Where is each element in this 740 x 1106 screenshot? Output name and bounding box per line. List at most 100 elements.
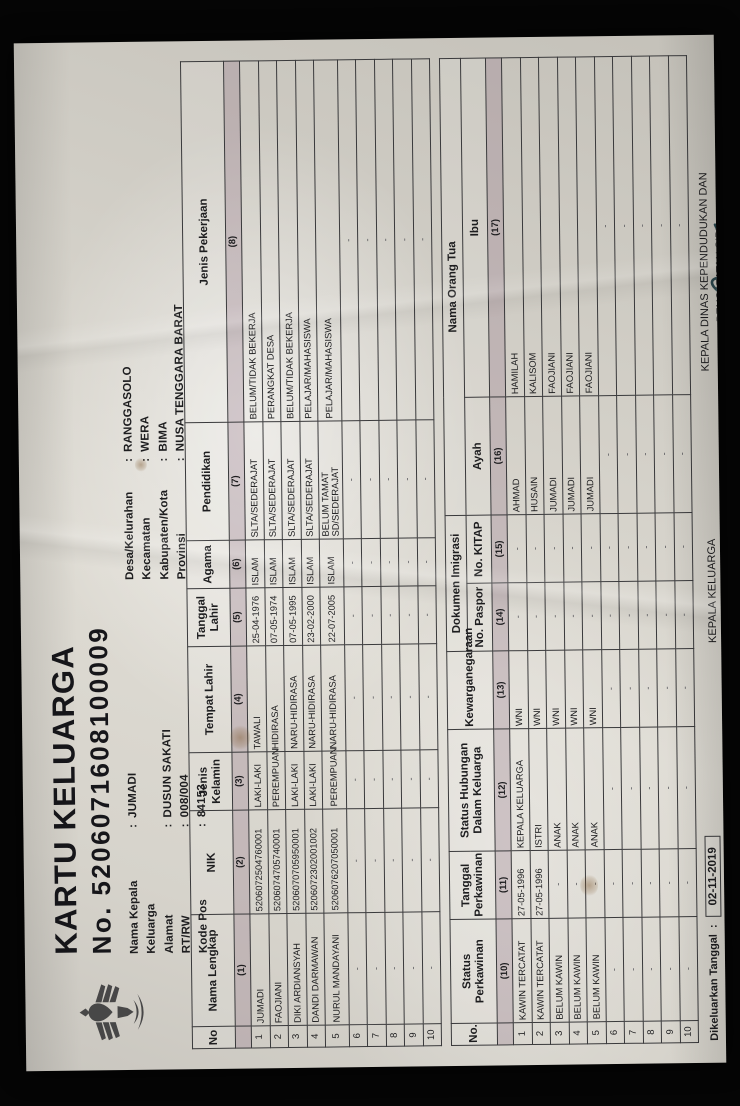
no: 5	[325, 1024, 350, 1048]
marital-status-value: KAWIN TERCATAT	[530, 918, 551, 1023]
passport-value: -	[637, 581, 658, 650]
birthplace-value: NARU-HIDIRASA	[283, 645, 304, 752]
birthdate-value: 25-04-1976	[245, 587, 266, 647]
marriage-date-value: -	[585, 849, 605, 918]
field-nama-kepala-keluarga: Nama Kepala Keluarga : JUMADI	[124, 729, 161, 954]
colnum-0	[235, 1025, 252, 1049]
citizenship-value: WNI	[509, 650, 529, 729]
gender-value: -	[364, 750, 384, 809]
gender-value: LAKI-LAKI	[247, 751, 268, 811]
personal-data-table: No Nama Lengkap NIK Jenis Kelamin Tempat…	[180, 58, 442, 1049]
no: 6	[349, 1024, 368, 1047]
family-relation-value: ANAK	[546, 728, 567, 851]
gender-value: -	[382, 750, 402, 809]
marriage-date-value: 27-05-1996	[529, 850, 550, 919]
family-head-role: KEPALA KELUARGA	[706, 538, 720, 644]
father-name-value: -	[635, 395, 656, 514]
family-relation-value: -	[639, 726, 660, 850]
education-value: SLTA/SEDERAJAT	[299, 421, 320, 540]
education-value: BELUM TAMAT SD/SEDERAJAT	[317, 420, 344, 540]
marital-status-value: -	[678, 916, 699, 1021]
family-relation-value: ANAK	[565, 727, 586, 851]
colnum-0	[497, 1022, 514, 1045]
religion-value: -	[398, 537, 418, 587]
religion-value: -	[417, 537, 437, 586]
marriage-date-value: -	[566, 849, 587, 919]
father-name-value: -	[598, 395, 619, 514]
col-header-agama: Agama	[186, 540, 230, 589]
education-value: -	[378, 420, 399, 539]
colnum-4: (4)	[230, 646, 248, 753]
document-photo: KARTU KELUARGA No. 5206071608100009 Nama…	[13, 34, 727, 1072]
birthdate-value: 07-05-1995	[282, 587, 303, 646]
education-value: SLTA/SEDERAJAT	[262, 421, 283, 540]
field-separator: :	[122, 458, 135, 463]
family-relation-value: -	[620, 727, 641, 850]
marital-status-value: BELUM KAWIN	[567, 917, 588, 1023]
field-separator: :	[127, 823, 140, 828]
person-name: DANDI DARMAWAN	[305, 913, 326, 1026]
marital-status-value: KAWIN TERCATAT	[512, 918, 533, 1023]
field-label: Provinsi	[175, 533, 189, 580]
colnum-3: (3)	[231, 752, 249, 811]
marital-status-value: -	[641, 916, 662, 1022]
nik-value: 5206072504760001	[248, 809, 269, 914]
no: 6	[606, 1021, 625, 1044]
paper-sheet: KARTU KELUARGA No. 5206071608100009 Nama…	[13, 34, 727, 1072]
education-value: -	[397, 419, 418, 539]
no: 8	[643, 1020, 662, 1044]
no: 9	[404, 1023, 424, 1047]
nik-value: -	[364, 808, 385, 913]
page-title: KARTU KELUARGA	[45, 644, 84, 955]
field-separator: :	[196, 823, 209, 828]
education-value: -	[341, 420, 362, 539]
education-value: -	[415, 419, 436, 538]
no: 8	[386, 1024, 405, 1047]
col-header-pendidikan: Pendidikan	[184, 422, 230, 541]
gender-value: PEREMPUAN	[321, 747, 347, 810]
father-name-value: -	[653, 394, 674, 513]
passport-value: -	[600, 581, 621, 650]
citizenship-value: WNI	[583, 649, 603, 728]
birthplace-value: TAWALI	[246, 645, 267, 753]
title-block: KARTU KELUARGA No. 5206071608100009	[45, 625, 118, 955]
no: 10	[423, 1023, 442, 1046]
family-relation-table: No. Status Perkawinan Tanggal Perkawinan…	[439, 55, 699, 1046]
field-separator: :	[140, 457, 153, 462]
family-relation-value: ANAK	[583, 727, 604, 850]
marriage-date-value: 27-05-1996	[511, 850, 531, 919]
col-header-ayah: Ayah	[464, 397, 492, 516]
religion-value: ISLAM	[300, 539, 320, 588]
nik-value: -	[346, 808, 367, 913]
marriage-date-value: -	[603, 849, 624, 918]
issued-date-row: Dikeluarkan Tanggal : 02-11-2019	[704, 836, 723, 1041]
mother-name-value: -	[668, 55, 691, 395]
citizenship-value: -	[675, 648, 695, 727]
father-name-value: -	[616, 395, 637, 514]
no: 4	[569, 1021, 588, 1045]
col-header-no: No	[192, 1026, 236, 1049]
field-value: RANGGASOLO	[121, 366, 135, 453]
citizenship-value: -	[601, 649, 621, 728]
kitap-value: -	[655, 512, 675, 582]
colnum-7: (7)	[227, 422, 246, 541]
field-label: RT/RW	[180, 915, 193, 954]
field-provinsi: Provinsi : NUSA TENGGARA BARAT	[171, 304, 192, 579]
religion-value: ISLAM	[245, 539, 265, 589]
family-relation-body: (10) (11) (12) (13) (14) (15) (16) (17) …	[485, 55, 699, 1045]
marital-status-value: BELUM KAWIN	[549, 918, 570, 1023]
marriage-date-value: -	[640, 848, 661, 918]
col-header-no: No.	[451, 1022, 498, 1046]
field-label: Alamat	[162, 914, 176, 954]
document-footer: Dikeluarkan Tanggal : 02-11-2019 LEMBAR …	[695, 53, 727, 1043]
gender-value: LAKI-LAKI	[303, 751, 323, 810]
person-name: FAOJIANI	[268, 913, 289, 1026]
person-name: -	[403, 911, 424, 1025]
kk-number-value: 5206071608100009	[82, 625, 116, 896]
no: 1	[251, 1025, 271, 1048]
field-label: Kecamatan	[140, 517, 154, 580]
no: 1	[513, 1022, 533, 1045]
header-left-fields: Nama Kepala Keluarga : JUMADI Alamat : D…	[124, 729, 213, 954]
official-signature-block: KEPALA DINAS KEPENDUDUKAN DAN PENCATATAN…	[696, 126, 727, 417]
colnum-12: (12)	[493, 728, 512, 851]
